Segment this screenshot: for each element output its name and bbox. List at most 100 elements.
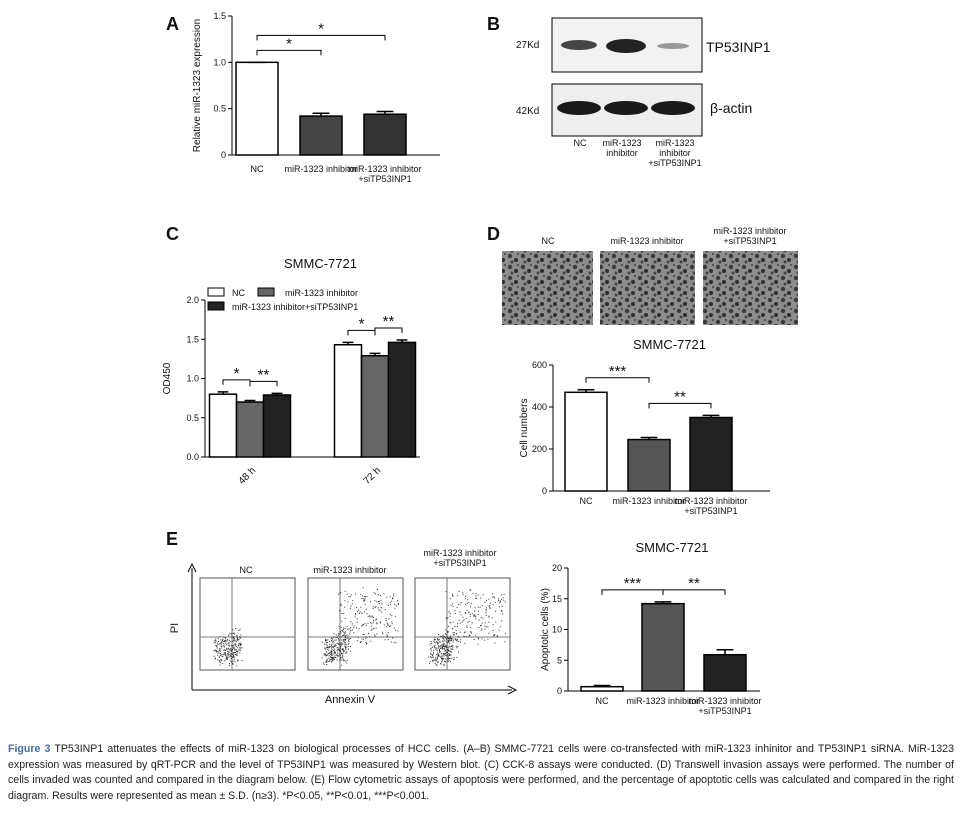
error-bar (593, 684, 611, 687)
flow-y-label: PI (169, 623, 181, 633)
band (561, 40, 597, 50)
bar (333, 343, 363, 458)
error-bar (716, 649, 734, 655)
legend-swatch (257, 287, 275, 297)
x-tick-label: miR-1323 inhibitor +siTP53INP1 (674, 496, 747, 516)
chart-title: SMMC-7721 (633, 337, 706, 352)
y-tick-label: 0.5 (186, 413, 199, 423)
bar (627, 438, 671, 492)
error-bar (342, 341, 354, 345)
significance-label: * (359, 315, 365, 332)
flow-plot (307, 577, 404, 671)
band-protein: β-actin (710, 100, 752, 116)
bar (235, 401, 265, 458)
bar (641, 602, 685, 692)
band (557, 101, 601, 115)
band (606, 39, 646, 53)
y-tick-label: 20 (552, 563, 562, 573)
y-tick-label: 1.0 (186, 374, 199, 384)
error-bar (577, 389, 595, 393)
chart-title: SMMC-7721 (284, 256, 357, 271)
bar (703, 653, 747, 692)
bar (387, 341, 417, 458)
panel-letter: E (166, 529, 178, 549)
x-tick-label: miR-1323 inhibitor (626, 696, 699, 706)
y-tick-label: 0 (542, 486, 547, 496)
band-protein: TP53INP1 (706, 39, 771, 55)
bar (689, 416, 733, 492)
significance-bracket (256, 49, 322, 56)
significance-bracket (249, 380, 278, 387)
error-bar (369, 352, 381, 356)
y-tick-label: 200 (532, 444, 547, 454)
invasion-image (703, 251, 798, 325)
significance-bracket (256, 34, 386, 41)
image-label: miR-1323 inhibitor +siTP53INP1 (713, 226, 786, 246)
error-bar (271, 392, 283, 395)
error-bar (217, 391, 229, 395)
flow-title: NC (240, 565, 253, 575)
significance-label: ** (383, 313, 395, 330)
significance-bracket (662, 589, 726, 595)
y-tick-label: 0.0 (186, 452, 199, 462)
flow-events (321, 587, 399, 666)
error-bar (376, 110, 394, 115)
error-bar (702, 414, 720, 418)
significance-label: * (318, 20, 324, 37)
significance-label: ** (688, 575, 700, 592)
flow-x-label: Annexin V (325, 694, 376, 706)
lane-label: miR-1323 inhibitor (602, 138, 641, 158)
legend-label: miR-1323 inhibitor (285, 288, 358, 298)
y-tick-label: 400 (532, 402, 547, 412)
band (651, 101, 695, 115)
y-tick-label: 2.0 (186, 295, 199, 305)
significance-bracket (374, 327, 403, 334)
bar (564, 391, 608, 492)
arrow-head (187, 562, 197, 573)
bar (580, 685, 624, 692)
y-axis-label: Cell numbers (519, 399, 530, 458)
x-tick-label: miR-1323 inhibitor +siTP53INP1 (688, 696, 761, 716)
y-axis-label: OD450 (162, 362, 173, 394)
band (657, 43, 689, 49)
significance-label: * (286, 35, 292, 52)
lane-label: NC (574, 138, 587, 148)
y-tick-label: 0.5 (213, 104, 226, 114)
flow-plot (199, 577, 296, 671)
arrow-head (507, 685, 518, 695)
invasion-image (502, 251, 593, 325)
x-tick-label: miR-1323 inhibitor (612, 496, 685, 506)
flow-events (428, 589, 506, 666)
y-tick-label: 15 (552, 594, 562, 604)
legend-swatch (207, 287, 225, 297)
significance-label: ** (258, 366, 270, 383)
x-tick-label: NC (580, 496, 593, 506)
flow-cytometry: PI Annexin V NC miR-1323 inhibitor miR-1… (169, 548, 518, 706)
image-label: miR-1323 inhibitor (610, 236, 683, 246)
y-tick-label: 10 (552, 625, 562, 635)
y-axis-label: Relative miR-1323 expression (192, 19, 203, 152)
y-tick-label: 0 (557, 686, 562, 696)
lane-label: miR-1323 inhibitor +siTP53INP1 (648, 138, 701, 168)
bar (208, 393, 238, 458)
error-bar (244, 399, 256, 403)
x-tick-label: NC (596, 696, 609, 706)
legend-label: miR-1323 inhibitor+siTP53INP1 (232, 302, 358, 312)
caption-label: Figure 3 (8, 743, 51, 755)
significance-label: *** (609, 363, 627, 380)
figure: 27Kd TP53INP1 42Kd β-actin NC miR-1323 in… (162, 11, 798, 716)
bar (360, 354, 390, 458)
significance-bracket (648, 402, 712, 409)
y-tick-label: 5 (557, 655, 562, 665)
flow-events (213, 628, 243, 667)
legend-swatch (207, 301, 225, 311)
x-tick-label: 72 h (362, 465, 384, 487)
y-tick-label: 0 (221, 150, 226, 160)
y-tick-label: 600 (532, 360, 547, 370)
error-bar (396, 339, 408, 343)
band-size: 42Kd (516, 106, 539, 117)
legend-label: NC (232, 288, 245, 298)
error-bar (312, 112, 330, 117)
x-tick-label: miR-1323 inhibitor +siTP53INP1 (348, 164, 421, 184)
y-tick-label: 1.0 (213, 57, 226, 67)
